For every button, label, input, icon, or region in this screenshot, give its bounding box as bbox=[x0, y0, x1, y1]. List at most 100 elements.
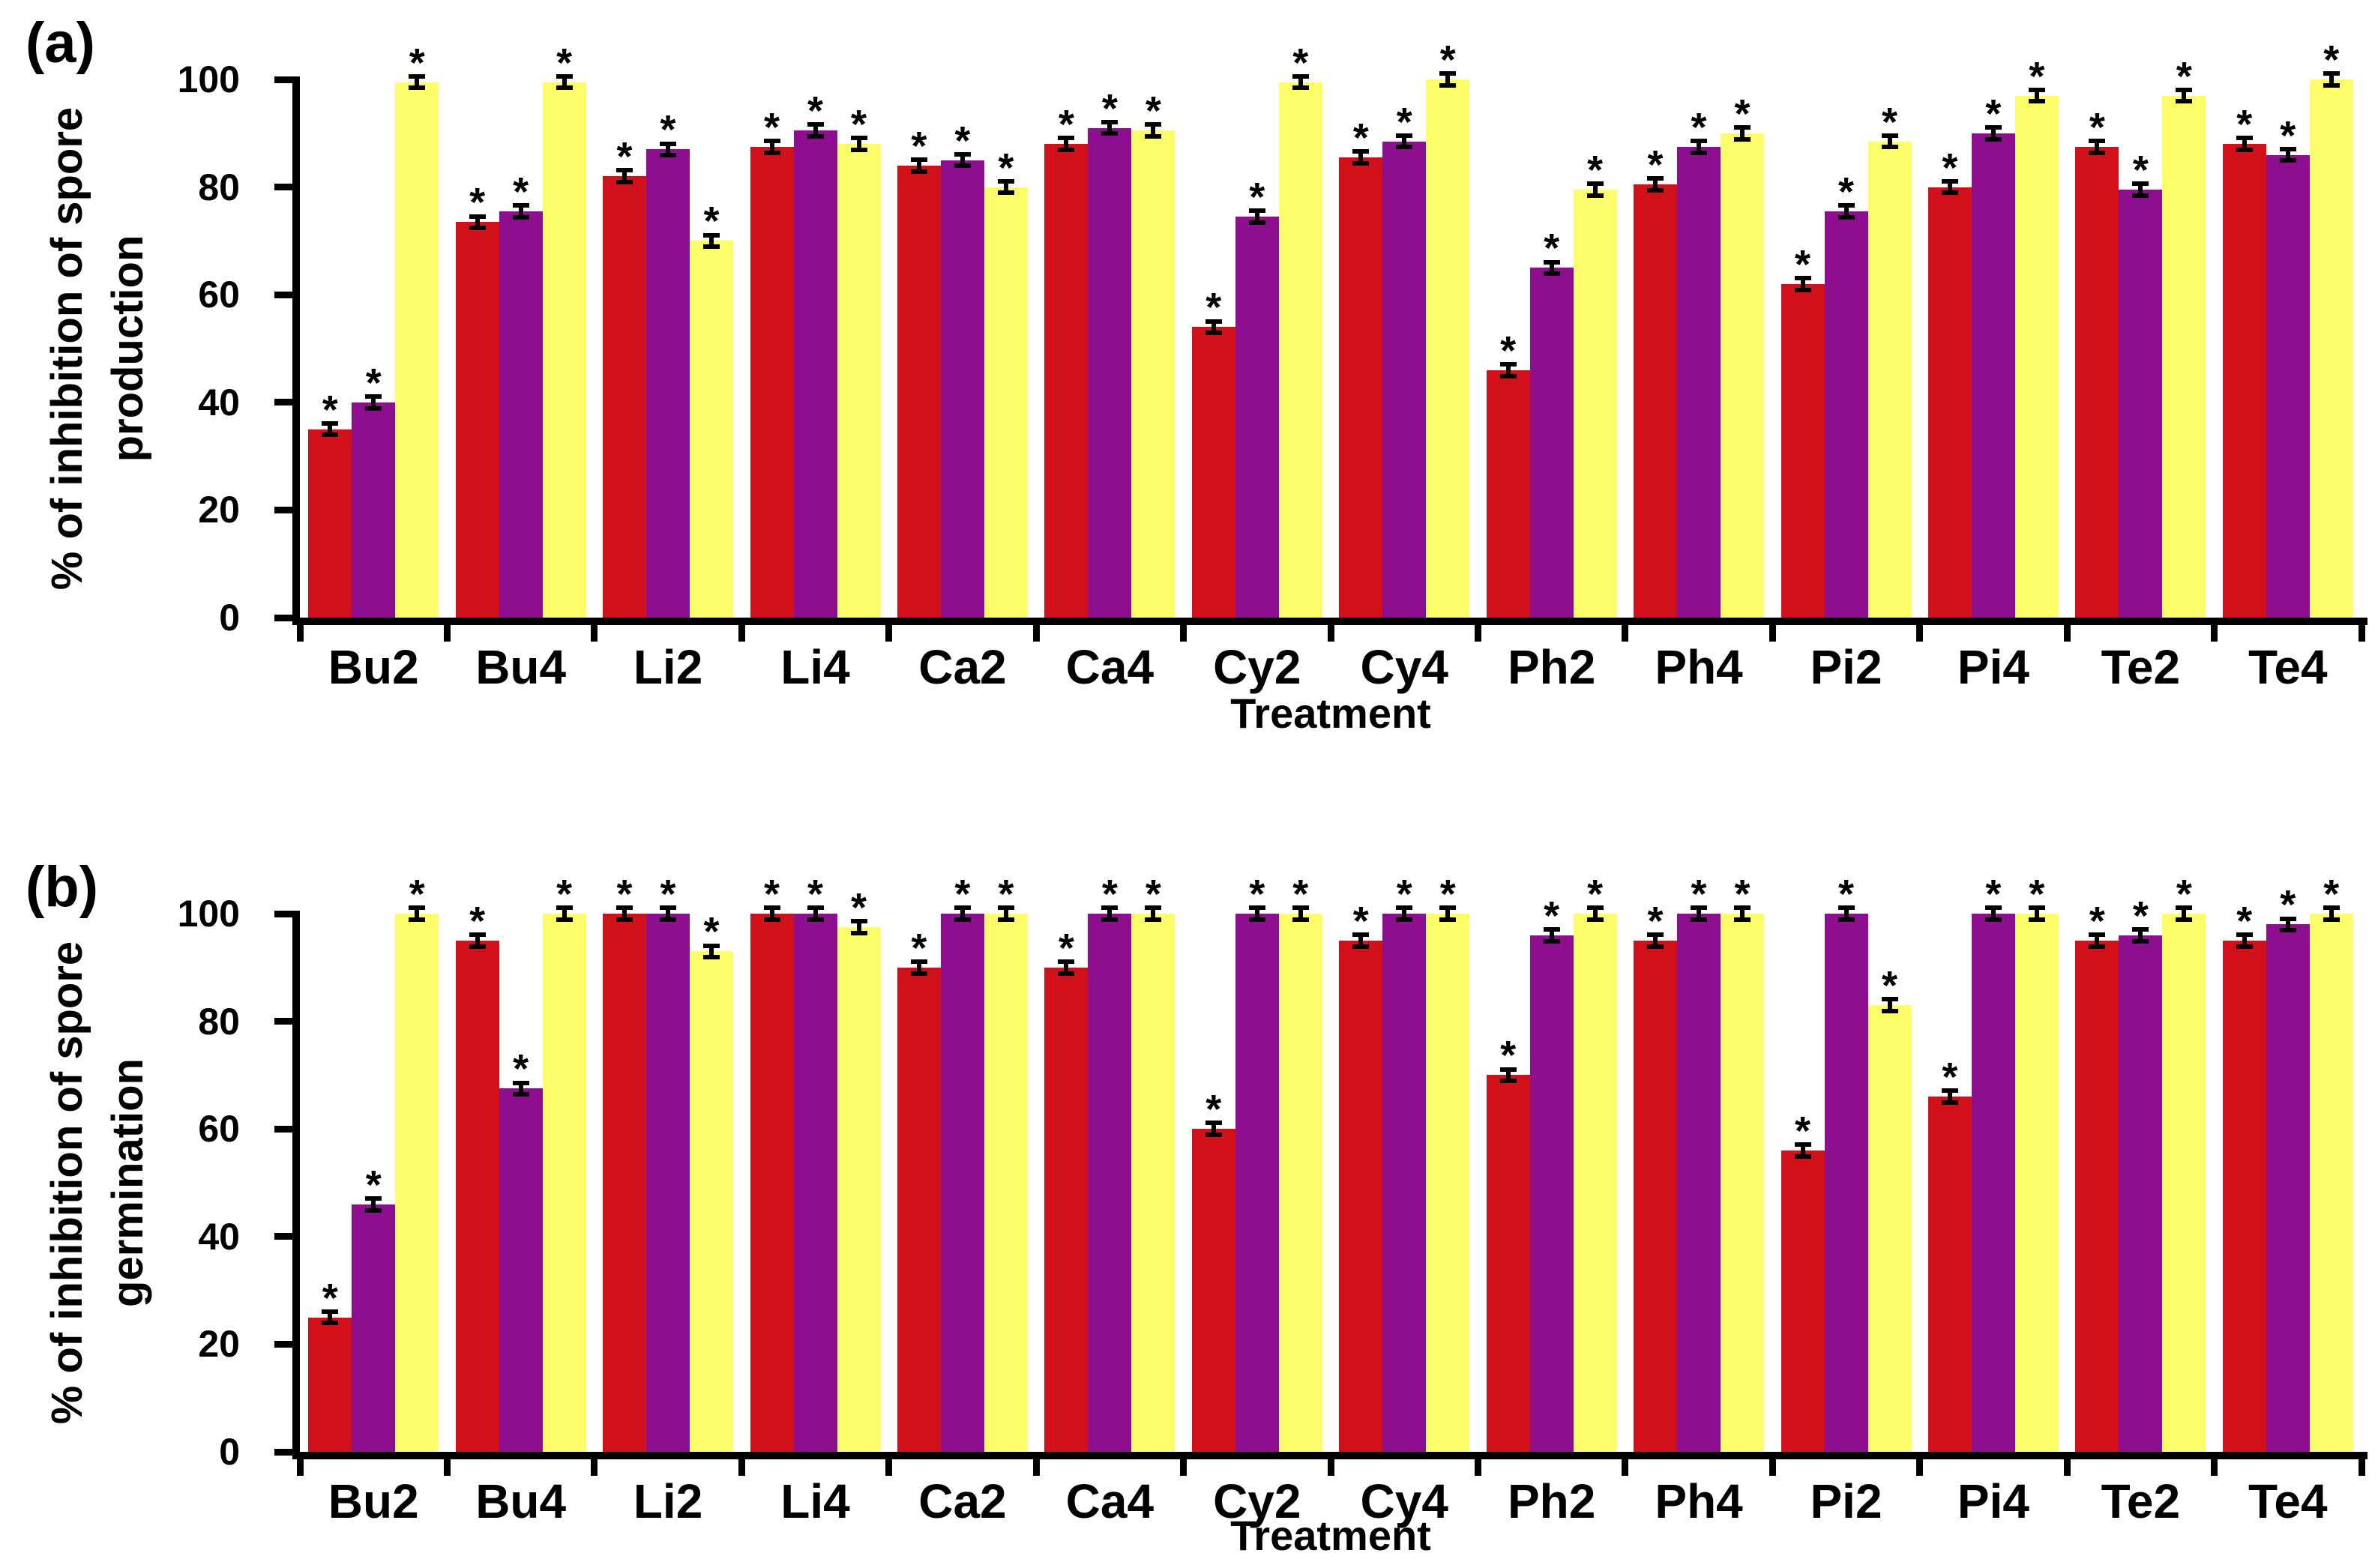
error-bar bbox=[409, 905, 426, 922]
x-tick-mark bbox=[1180, 625, 1188, 642]
x-tick-mark bbox=[2358, 1459, 2365, 1476]
error-bar bbox=[1439, 905, 1457, 922]
panel-b-label: (b) bbox=[25, 855, 99, 919]
x-category-label: Li2 bbox=[633, 640, 703, 694]
x-category-label: Ca4 bbox=[1065, 1474, 1155, 1528]
x-tick-mark bbox=[2063, 1459, 2071, 1476]
bar-red bbox=[455, 222, 499, 618]
x-axis-title-b: Treatment bbox=[1230, 1512, 1431, 1559]
bar-purple bbox=[499, 1088, 543, 1452]
error-bar bbox=[1205, 319, 1222, 336]
error-bar bbox=[1499, 361, 1517, 379]
x-tick-mark bbox=[1474, 1459, 1481, 1476]
y-tick-label: 0 bbox=[219, 597, 240, 639]
error-bar bbox=[409, 73, 426, 91]
bar-purple bbox=[352, 1204, 396, 1452]
x-category-label: Te4 bbox=[2248, 640, 2328, 694]
bar-purple bbox=[940, 914, 984, 1452]
bar-red bbox=[603, 176, 647, 618]
y-tick-label: 100 bbox=[177, 893, 240, 935]
error-bar bbox=[1543, 926, 1560, 944]
x-category-label: Ph4 bbox=[1655, 640, 1743, 694]
bar-purple bbox=[646, 914, 690, 1452]
bar-red bbox=[750, 146, 794, 618]
y-axis-title-a: % of inhibition of spore production bbox=[37, 79, 158, 618]
bar-red bbox=[1044, 144, 1089, 618]
y-tick-label: 80 bbox=[198, 1000, 240, 1043]
error-bar bbox=[2176, 905, 2193, 922]
x-tick-mark bbox=[2063, 625, 2071, 642]
error-bar bbox=[1058, 959, 1075, 976]
bar-yellow bbox=[1426, 79, 1470, 618]
bar-yellow bbox=[1131, 914, 1176, 1452]
bar-yellow bbox=[2309, 79, 2353, 618]
error-bar bbox=[1691, 139, 1708, 155]
bar-yellow bbox=[2162, 914, 2206, 1452]
y-tick-mark bbox=[274, 1340, 292, 1348]
x-tick-mark bbox=[1622, 1459, 1629, 1476]
error-bar bbox=[1396, 133, 1413, 150]
error-bar bbox=[2323, 905, 2340, 922]
bar-red bbox=[1781, 1150, 1825, 1452]
error-bar bbox=[2236, 932, 2253, 949]
error-bar bbox=[1734, 905, 1751, 922]
bar-purple bbox=[1088, 914, 1132, 1452]
error-bar bbox=[1439, 71, 1457, 88]
x-tick-mark bbox=[591, 625, 598, 642]
error-bar bbox=[997, 178, 1014, 196]
x-category-label: Ca2 bbox=[918, 1474, 1007, 1528]
x-tick-mark bbox=[443, 1459, 451, 1476]
x-category-label: Pi2 bbox=[1810, 640, 1882, 694]
error-bar bbox=[1941, 1088, 1958, 1105]
bar-red bbox=[1634, 940, 1678, 1452]
y-tick-mark bbox=[274, 184, 292, 191]
bar-red bbox=[1191, 327, 1235, 618]
x-category-label: Li4 bbox=[780, 1474, 850, 1528]
error-bar bbox=[1145, 122, 1162, 139]
error-bar bbox=[703, 943, 720, 960]
x-category-label: Pi2 bbox=[1810, 1474, 1882, 1528]
x-category-label: Te2 bbox=[2101, 640, 2181, 694]
bar-purple bbox=[646, 149, 690, 618]
x-category-label: Pi4 bbox=[1957, 1474, 2029, 1528]
error-bar bbox=[850, 919, 867, 935]
bar-yellow bbox=[1867, 141, 1912, 618]
y-tick-mark bbox=[274, 291, 292, 298]
bar-red bbox=[1927, 187, 1972, 618]
x-category-label: Ca4 bbox=[1065, 640, 1155, 694]
plot-area-b: % of inhibition of spore germination Tre… bbox=[43, 874, 2368, 1557]
bar-red bbox=[2222, 940, 2266, 1452]
bar-purple bbox=[793, 914, 837, 1452]
x-tick-mark bbox=[1622, 625, 1629, 642]
error-bar bbox=[1396, 905, 1413, 922]
x-tick-mark bbox=[738, 1459, 745, 1476]
error-bar bbox=[2132, 926, 2149, 944]
error-bar bbox=[850, 136, 867, 152]
bar-purple bbox=[1677, 146, 1721, 618]
x-tick-mark bbox=[1474, 625, 1481, 642]
bar-yellow bbox=[837, 144, 881, 618]
bar-yellow bbox=[2014, 95, 2059, 618]
error-bar bbox=[954, 151, 971, 169]
error-bar bbox=[365, 1195, 382, 1213]
error-bar bbox=[512, 1080, 529, 1097]
y-tick-mark bbox=[274, 614, 292, 621]
y-tick-mark bbox=[274, 1125, 292, 1133]
y-axis-title-a-line1: % of inhibition of spore bbox=[43, 106, 91, 591]
x-category-label: Li2 bbox=[633, 1474, 703, 1528]
error-bar bbox=[1984, 125, 2002, 142]
error-bar bbox=[660, 905, 677, 922]
bar-red bbox=[750, 914, 794, 1452]
error-bar bbox=[1837, 203, 1855, 220]
error-bar bbox=[365, 394, 382, 411]
bar-yellow bbox=[984, 187, 1028, 618]
x-tick-mark bbox=[1180, 1459, 1188, 1476]
bar-red bbox=[308, 429, 352, 618]
x-category-label: Li4 bbox=[780, 640, 850, 694]
error-bar bbox=[2028, 87, 2045, 104]
error-bar bbox=[807, 122, 824, 139]
error-bar bbox=[1881, 997, 1898, 1013]
bar-yellow bbox=[395, 914, 439, 1452]
bar-red bbox=[1339, 157, 1383, 618]
y-axis-line bbox=[292, 76, 300, 625]
